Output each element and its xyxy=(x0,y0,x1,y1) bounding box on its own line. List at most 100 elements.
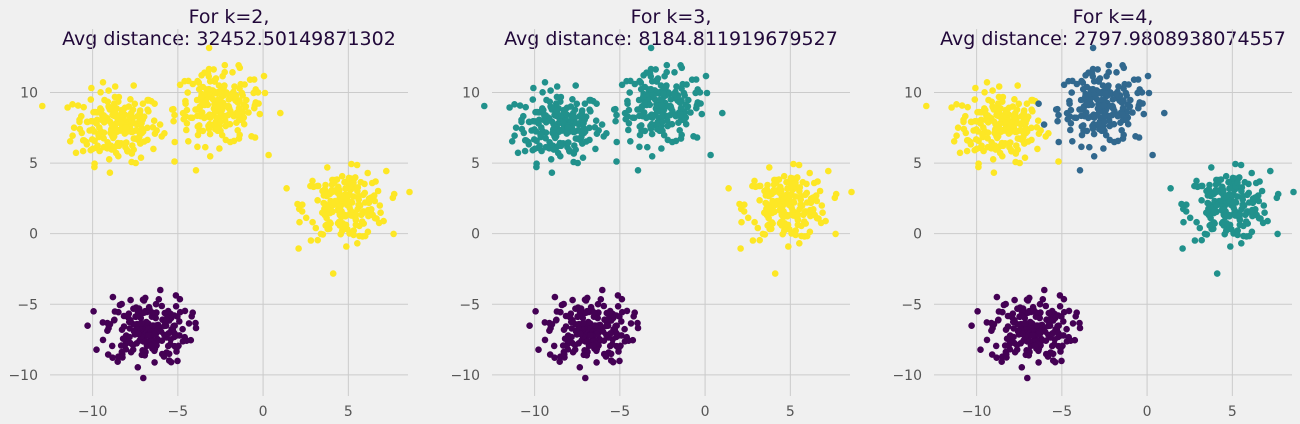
scatter-point xyxy=(698,110,706,118)
scatter-point xyxy=(663,68,670,76)
scatter-point xyxy=(1078,143,1085,151)
scatter-point xyxy=(95,131,102,139)
scatter-point xyxy=(168,106,176,113)
scatter-point xyxy=(341,178,348,186)
scatter-point xyxy=(567,103,575,110)
scatter-point xyxy=(953,101,960,108)
scatter-point xyxy=(171,138,178,146)
scatter-point xyxy=(194,123,202,130)
scatter-point xyxy=(1003,109,1011,116)
scatter-point xyxy=(636,77,643,85)
scatter-point xyxy=(1105,61,1113,69)
scatter-point xyxy=(998,358,1005,366)
scatter-point xyxy=(123,146,131,154)
scatter-point xyxy=(550,342,558,350)
scatter-point xyxy=(1067,337,1074,345)
scatter-point xyxy=(115,98,122,105)
scatter-point xyxy=(64,104,71,111)
scatter-point xyxy=(677,135,685,142)
scatter-point xyxy=(1078,131,1086,139)
scatter-point xyxy=(307,237,315,244)
scatter-point xyxy=(158,302,166,310)
scatter-point xyxy=(130,119,138,127)
scatter-point xyxy=(1223,192,1230,200)
scatter-point xyxy=(574,159,581,167)
subplot-title-line1: For k=2, xyxy=(189,6,270,28)
scatter-point xyxy=(215,96,222,103)
scatter-point xyxy=(636,123,644,130)
scatter-point xyxy=(136,129,143,136)
scatter-point xyxy=(1240,232,1247,240)
scatter-point xyxy=(989,87,996,94)
scatter-point xyxy=(568,325,575,332)
scatter-point xyxy=(205,65,213,73)
scatter-point xyxy=(779,230,786,238)
scatter-point xyxy=(1221,230,1228,238)
scatter-point xyxy=(91,163,98,171)
scatter-point xyxy=(755,182,763,190)
scatter-point xyxy=(261,89,269,97)
scatter-point xyxy=(636,143,643,151)
scatter-point xyxy=(1014,305,1021,313)
scatter-point xyxy=(557,308,564,316)
scatter-point xyxy=(756,236,763,244)
scatter-point xyxy=(627,138,634,145)
scatter-point xyxy=(788,198,796,206)
scatter-point xyxy=(110,133,118,140)
scatter-point xyxy=(1028,96,1035,104)
scatter-point xyxy=(592,145,599,153)
scatter-point xyxy=(1011,96,1018,103)
scatter-point xyxy=(1063,109,1071,117)
scatter-point xyxy=(646,101,654,109)
scatter-point xyxy=(1018,364,1026,371)
scatter-point xyxy=(1054,329,1062,337)
scatter-point xyxy=(165,330,172,337)
scatter-point xyxy=(1167,185,1174,192)
scatter-point xyxy=(1229,174,1237,182)
scatter-point xyxy=(621,109,629,117)
scatter-point xyxy=(139,296,147,304)
scatter-point xyxy=(127,296,134,304)
scatter-point xyxy=(759,230,767,238)
scatter-point xyxy=(582,138,590,145)
scatter-point xyxy=(481,102,488,110)
scatter-point xyxy=(1213,188,1221,195)
scatter-point xyxy=(968,322,975,330)
scatter-point xyxy=(109,123,117,131)
scatter-point xyxy=(1057,344,1064,352)
scatter-point xyxy=(999,98,1006,105)
scatter-point xyxy=(641,100,648,107)
scatter-point xyxy=(749,237,757,244)
scatter-point xyxy=(352,216,360,224)
scatter-point xyxy=(981,89,988,96)
scatter-point xyxy=(1196,224,1204,232)
scatter-point xyxy=(1204,200,1212,207)
scatter-point xyxy=(981,105,988,112)
scatter-point xyxy=(825,167,832,175)
scatter-point xyxy=(161,322,168,330)
scatter-point xyxy=(1097,125,1105,132)
scatter-point xyxy=(546,351,554,358)
scatter-point xyxy=(553,83,561,90)
scatter-point xyxy=(1073,309,1080,317)
scatter-point xyxy=(964,103,971,111)
scatter-point xyxy=(1105,68,1112,76)
scatter-point xyxy=(1236,211,1244,218)
x-tick-label: 0 xyxy=(701,404,710,420)
scatter-point xyxy=(983,336,991,344)
scatter-point xyxy=(1012,150,1020,157)
scatter-point xyxy=(364,208,371,215)
scatter-point xyxy=(1047,316,1054,324)
scatter-point xyxy=(1260,202,1268,209)
scatter-point xyxy=(756,197,763,204)
scatter-point xyxy=(634,167,642,174)
scatter-point xyxy=(329,270,337,277)
scatter-point xyxy=(108,342,116,350)
scatter-point xyxy=(737,245,744,252)
scatter-point xyxy=(1055,158,1062,165)
scatter-point xyxy=(738,218,745,226)
scatter-point xyxy=(832,230,839,238)
scatter-point xyxy=(228,91,236,98)
y-tick-label: 5 xyxy=(471,156,480,172)
